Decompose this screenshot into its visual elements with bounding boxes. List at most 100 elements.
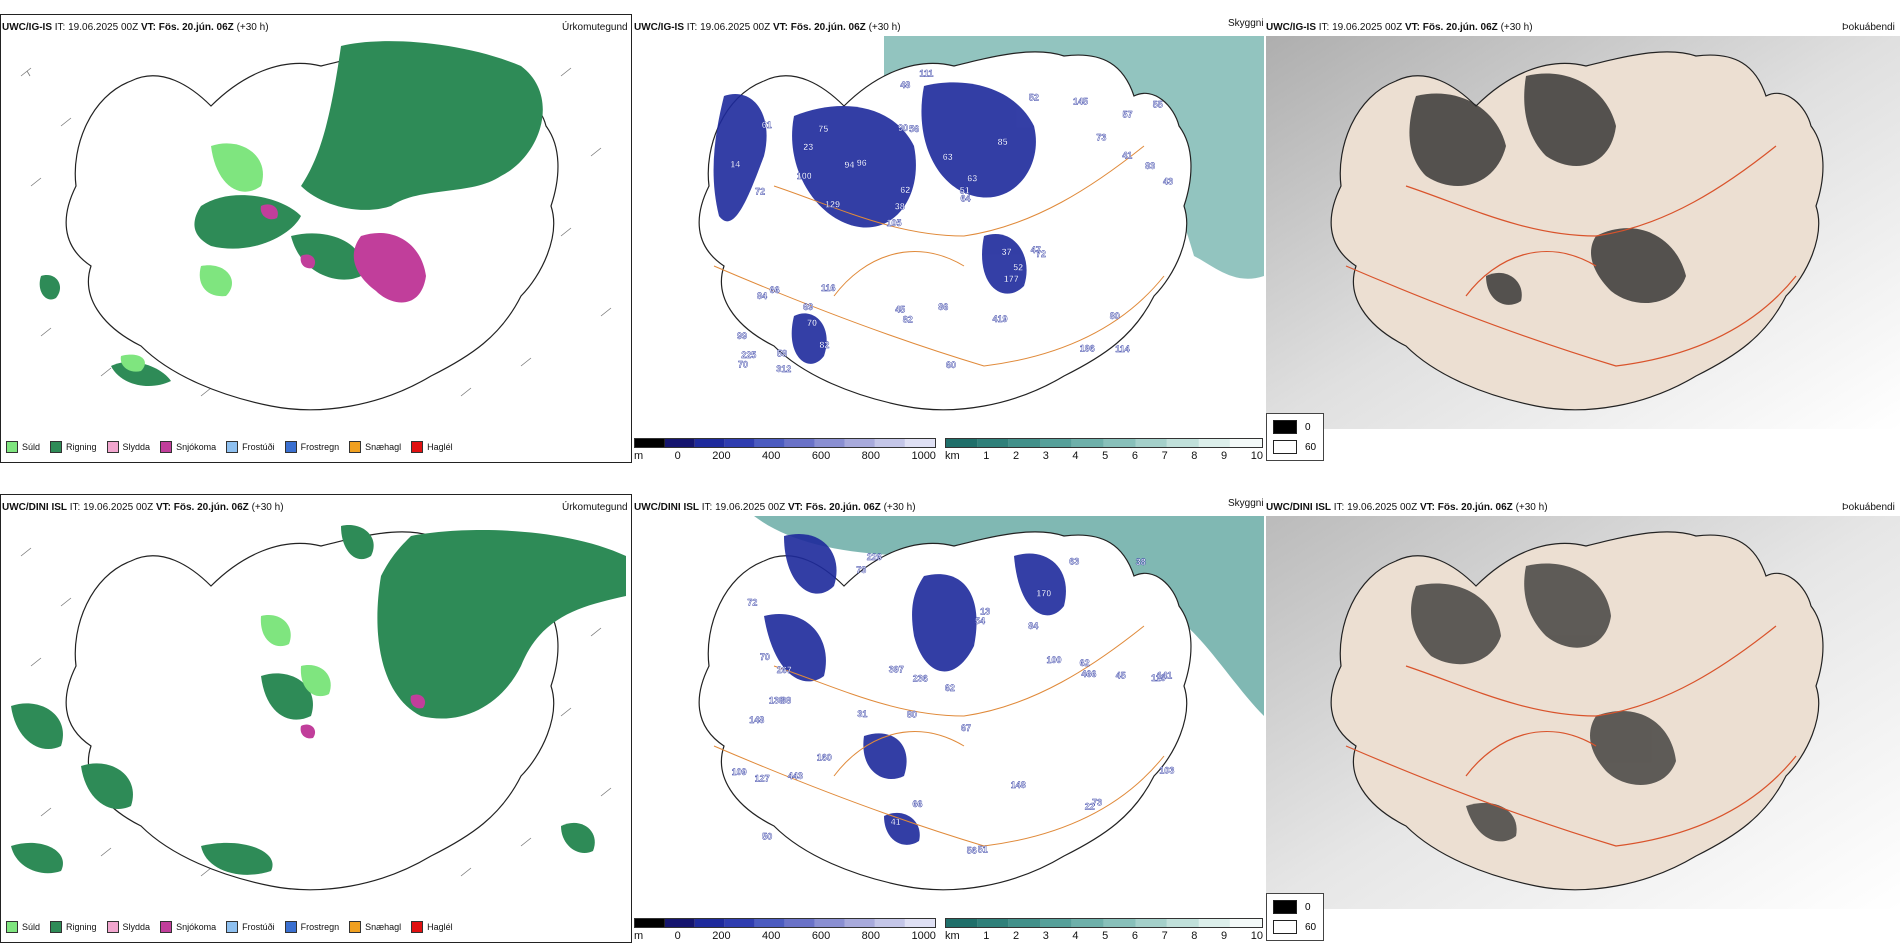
legend-item-freezing-rain: Frostregn <box>284 441 339 453</box>
vt-value: Fös. 20.jún. 06Z <box>1422 22 1498 33</box>
precip-type-map <box>20 41 612 411</box>
model-name: UWC/IG-IS <box>634 22 684 33</box>
it-label: IT: <box>69 502 81 513</box>
visibility-km-ticks: km 1 2 3 4 5 6 7 8 9 10 <box>945 930 1263 942</box>
precip-legend: Súld Rigning Slydda Snjókoma Frostúði Fr… <box>6 441 463 453</box>
panel-title-precip-type: Úrkomutegund <box>562 22 628 33</box>
sea-fog <box>754 516 1264 716</box>
road-network <box>1345 625 1797 847</box>
fog-legend: 0 60 <box>1266 893 1324 941</box>
legend-swatch <box>1273 420 1297 434</box>
legend-label: Súld <box>22 922 41 932</box>
legend-swatch <box>411 921 424 933</box>
tick-label: 3 <box>1042 930 1049 942</box>
legend-label: Slydda <box>122 442 151 452</box>
legend-item-sleet: Slydda <box>106 441 151 453</box>
legend-label: 60 <box>1305 441 1317 453</box>
vt-value: Fös. 20.jún. 06Z <box>805 502 881 513</box>
legend-item-hail: Haglél <box>411 921 453 933</box>
legend-swatch <box>1273 900 1297 914</box>
visibility-km-colorbar <box>945 918 1263 928</box>
fog-indicator-map <box>1266 36 1900 429</box>
legend-label: Haglél <box>427 922 453 932</box>
tick-label: 6 <box>1131 930 1138 942</box>
legend-label: Frostúði <box>242 922 275 932</box>
it-value: 19.06.2025 00Z <box>68 22 139 33</box>
drizzle-areas <box>260 615 331 697</box>
legend-item-freezing-drizzle: Frostúði <box>226 441 275 453</box>
legend-swatch <box>284 441 297 453</box>
fog-legend: 0 60 <box>1266 413 1324 461</box>
it-value: 19.06.2025 00Z <box>1347 502 1418 513</box>
unit-label: km <box>945 930 960 942</box>
unit-label: km <box>945 450 960 462</box>
tick-label: 200 <box>712 450 731 462</box>
visibility-m-ticks: m 0 200 400 600 800 1000 <box>634 450 936 462</box>
fog-dark-areas <box>1411 563 1676 842</box>
panel-title-visibility: Skyggni <box>1228 498 1264 509</box>
lead-time: (+30 h) <box>1500 22 1533 33</box>
tick-label: 200 <box>712 930 731 942</box>
panel-title-fog: Þokuábendi <box>1842 22 1895 33</box>
tick-label: 0 <box>674 930 681 942</box>
it-value: 19.06.2025 00Z <box>83 502 154 513</box>
tick-label: 2 <box>1012 930 1020 942</box>
road-network <box>713 145 1165 367</box>
vt-value: Fös. 20.jún. 06Z <box>158 22 234 33</box>
tick-label: 8 <box>1191 930 1198 942</box>
model-name: UWC/IG-IS <box>2 22 52 33</box>
panel-title-header: UWC/DINI ISL IT: 19.06.2025 00Z VT: Fös.… <box>634 502 916 513</box>
precip-type-map <box>11 525 626 891</box>
low-visibility-areas <box>764 534 1066 845</box>
panel-title-header: UWC/DINI ISL IT: 19.06.2025 00Z VT: Fös.… <box>1266 502 1548 513</box>
tick-label: 10 <box>1250 450 1263 462</box>
tick-label: 5 <box>1102 450 1109 462</box>
vt-value: Fös. 20.jún. 06Z <box>173 502 249 513</box>
it-value: 19.06.2025 00Z <box>700 22 771 33</box>
fog-indicator-map <box>1266 516 1900 909</box>
fog-legend-item: 60 <box>1273 440 1317 454</box>
tick-label: 1 <box>983 930 990 942</box>
road-network <box>1345 145 1797 367</box>
fog-legend-item: 0 <box>1273 420 1317 434</box>
tick-label: 5 <box>1102 930 1109 942</box>
legend-swatch <box>50 441 63 453</box>
lead-time: (+30 h) <box>1515 502 1548 513</box>
model-name: UWC/DINI ISL <box>1266 502 1331 513</box>
iceland-coastline <box>698 531 1192 891</box>
vt-label: VT: <box>787 502 803 513</box>
tick-label: 600 <box>811 450 831 462</box>
legend-item-rain: Rigning <box>50 441 97 453</box>
unit-label: m <box>634 450 644 462</box>
tick-label: 9 <box>1221 450 1228 462</box>
vt-label: VT: <box>155 502 171 513</box>
legend-item-hail: Haglél <box>411 441 453 453</box>
it-label: IT: <box>686 22 698 33</box>
legend-swatch <box>349 921 362 933</box>
tick-label: 4 <box>1072 930 1079 942</box>
legend-item-sleet: Slydda <box>106 921 150 933</box>
panel-title-header: UWC/IG-IS IT: 19.06.2025 00Z VT: Fös. 20… <box>2 22 269 33</box>
tick-label: 400 <box>762 450 781 462</box>
legend-label: Snæhagl <box>365 442 402 452</box>
unit-label: m <box>634 930 644 942</box>
legend-swatch <box>106 921 119 933</box>
lead-time: (+30 h) <box>868 22 901 33</box>
tick-label: 600 <box>811 930 831 942</box>
legend-label: Rigning <box>66 922 97 932</box>
tick-label: 2 <box>1012 450 1020 462</box>
tick-label: 8 <box>1191 450 1198 462</box>
tick-label: 0 <box>674 450 681 462</box>
legend-swatch <box>226 921 239 933</box>
panel-title-precip-type: Úrkomutegund <box>562 502 628 513</box>
tick-label: 9 <box>1221 930 1228 942</box>
tick-label: 7 <box>1161 930 1168 942</box>
tick-label: 1 <box>983 450 990 462</box>
snow-areas <box>300 694 426 739</box>
tick-label: 7 <box>1161 450 1168 462</box>
legend-swatch <box>6 441 18 453</box>
vt-label: VT: <box>1419 502 1435 513</box>
it-label: IT: <box>54 22 66 33</box>
legend-label: Súld <box>22 442 41 452</box>
tick-label: 800 <box>861 450 880 462</box>
